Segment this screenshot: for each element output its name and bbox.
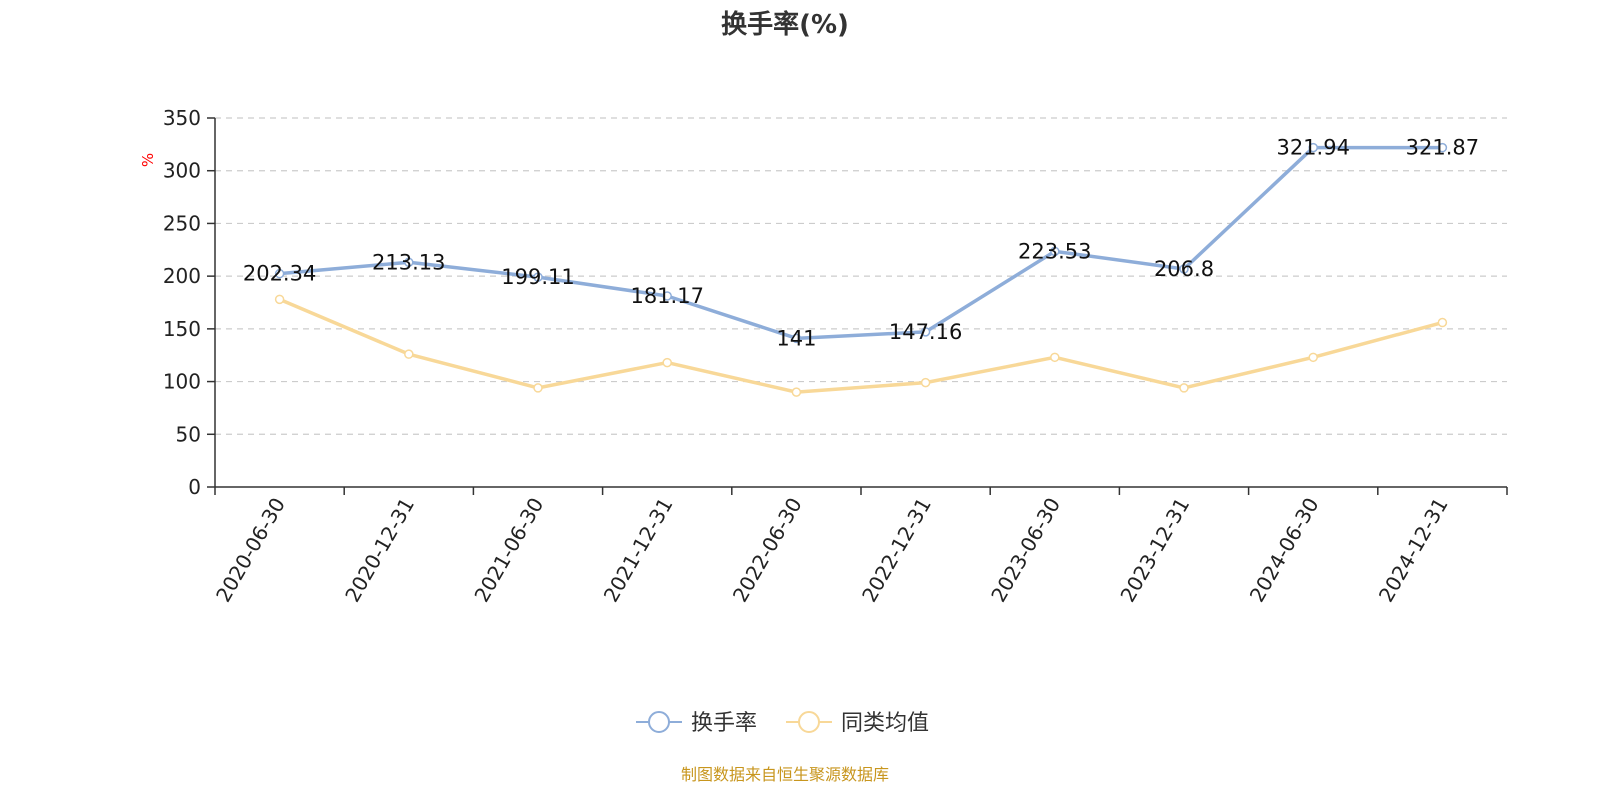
data-label: 213.13 [372, 250, 445, 274]
x-tick-label: 2020-06-30 [211, 494, 290, 607]
data-point [920, 377, 931, 388]
data-label: 202.34 [243, 262, 316, 286]
legend: 换手率 同类均值 [636, 711, 929, 736]
x-tick-label: 2022-06-30 [728, 494, 807, 607]
data-point [1179, 383, 1189, 393]
data-labels: 202.34 213.13 199.11 181.17 141 147.16 223.53 2… [243, 136, 1479, 351]
y-tick-label: 50 [176, 422, 201, 446]
data-point [274, 268, 285, 279]
data-point [533, 272, 543, 282]
series-line [277, 145, 1445, 341]
data-point [1179, 264, 1189, 274]
data-label: 321.94 [1276, 136, 1349, 160]
chart-title: 换手率(%) [721, 9, 849, 40]
y-tick-label: 250 [163, 211, 201, 235]
data-point [1437, 142, 1448, 153]
data-label: 199.11 [501, 265, 574, 289]
data-point [791, 387, 802, 397]
series-layer [274, 142, 1448, 397]
x-tick-label: 2024-06-30 [1245, 494, 1324, 607]
legend-label: 换手率 [691, 711, 757, 736]
data-point [404, 257, 414, 268]
x-tick-label: 2022-12-31 [857, 494, 936, 607]
data-point [1308, 142, 1318, 153]
data-label: 181.17 [630, 284, 703, 308]
y-tick-label: 350 [163, 106, 201, 130]
data-label: 141 [776, 326, 816, 350]
data-label: 321.87 [1406, 136, 1479, 160]
legend-marker [798, 711, 820, 733]
x-tick-label: 2023-12-31 [1115, 494, 1194, 607]
data-point [1050, 246, 1060, 257]
data-label: 147.16 [889, 320, 962, 344]
data-point [1308, 352, 1318, 363]
data-point [662, 291, 672, 301]
legend-marker [648, 711, 670, 733]
data-point [533, 383, 543, 393]
y-tick-label: 200 [163, 264, 201, 288]
data-point [791, 333, 802, 344]
data-point [274, 294, 285, 305]
data-point [1437, 317, 1448, 328]
legend-label: 同类均值 [841, 711, 929, 736]
data-point [662, 357, 672, 368]
y-tick-label: 300 [163, 159, 201, 183]
data-label: 223.53 [1018, 239, 1091, 263]
axes: 0 50 100 150 200 250 300 350 2020-06-30 2020-12-3… [163, 106, 1508, 607]
x-tick-label: 2023-06-30 [986, 494, 1065, 607]
source-note: 制图数据来自恒生聚源数据库 [681, 765, 889, 784]
x-tick-label: 2024-12-31 [1374, 494, 1453, 607]
data-label: 206.8 [1154, 257, 1214, 281]
y-axis-unit: % [139, 153, 157, 167]
data-point [920, 327, 931, 337]
x-tick-label: 2020-12-31 [340, 494, 419, 607]
x-tick-label: 2021-06-30 [469, 494, 548, 607]
y-tick-label: 0 [188, 475, 201, 499]
data-point [1050, 352, 1060, 363]
x-tick-label: 2021-12-31 [599, 494, 678, 607]
y-tick-label: 150 [163, 317, 201, 341]
data-point [404, 349, 414, 359]
series-line [277, 297, 1445, 394]
y-tick-label: 100 [163, 370, 201, 394]
